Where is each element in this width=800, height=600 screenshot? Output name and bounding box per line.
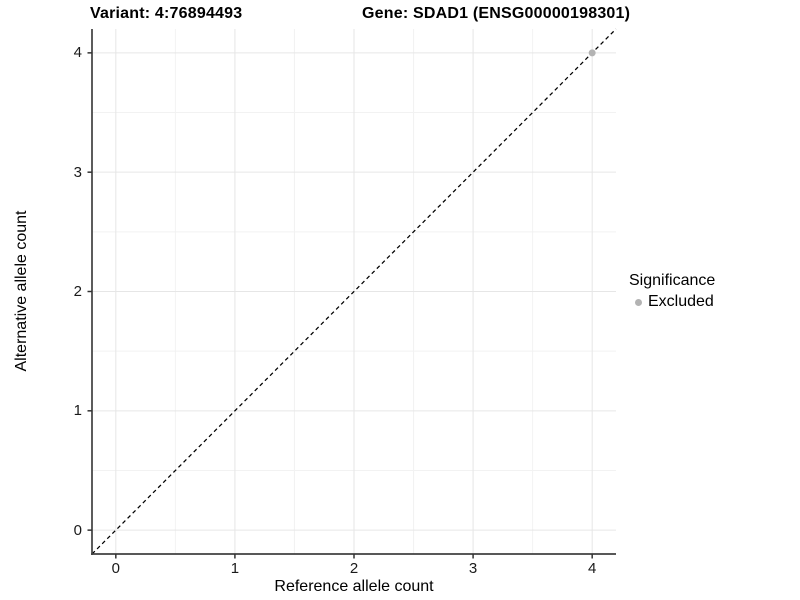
- y-tick-label: 1: [73, 402, 82, 420]
- legend-item-label: Excluded: [648, 293, 714, 310]
- y-tick-label: 3: [73, 163, 82, 181]
- x-tick-label: 1: [230, 560, 240, 577]
- x-axis-title: Reference allele count: [274, 578, 434, 595]
- x-tick-label: 0: [111, 560, 120, 577]
- legend: Significance Excluded: [629, 272, 715, 311]
- y-tick-label: 2: [73, 283, 82, 300]
- variant-title: Variant: 4:76894493: [90, 5, 243, 22]
- gene-title: Gene: SDAD1 (ENSG00000198301): [362, 5, 631, 22]
- data-point: [588, 49, 596, 57]
- legend-item: Excluded: [629, 293, 715, 311]
- y-tick-label: 4: [73, 44, 82, 62]
- x-tick-label: 3: [468, 560, 478, 577]
- legend-items: Excluded: [629, 293, 715, 311]
- y-tick-label: 0: [73, 521, 82, 539]
- y-axis-title: Alternative allele count: [13, 210, 30, 372]
- legend-point-icon: [635, 298, 642, 306]
- identity-dashed-line: [91, 28, 617, 555]
- legend-title: Significance: [629, 272, 716, 289]
- x-tick-label: 4: [588, 560, 597, 577]
- x-tick-label: 2: [349, 560, 359, 577]
